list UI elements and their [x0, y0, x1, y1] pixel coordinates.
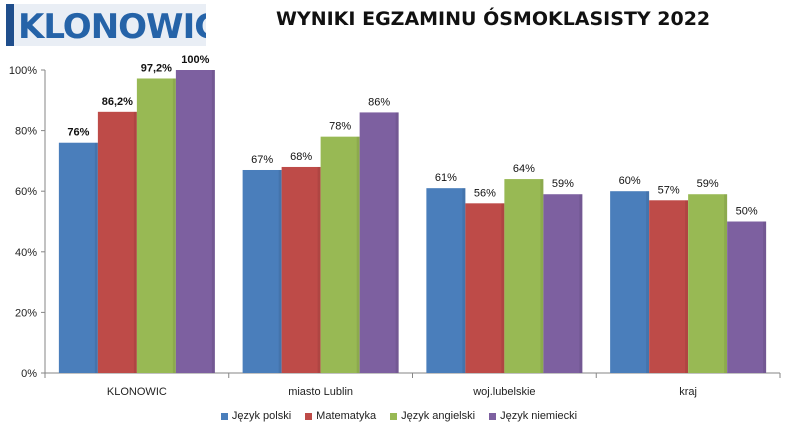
data-label: 59%	[552, 178, 574, 190]
legend-swatch	[305, 412, 313, 420]
x-tick-label: miasto Lublin	[288, 386, 353, 398]
y-tick-label: 60%	[15, 186, 37, 198]
data-label: 68%	[290, 151, 312, 163]
legend-item: Język niemiecki	[489, 410, 577, 422]
legend: Język polski Matematyka Język angielski Jęz…	[0, 410, 798, 422]
bar	[610, 191, 650, 373]
bar	[359, 112, 399, 374]
bar-shade	[501, 203, 505, 373]
bar	[688, 194, 728, 373]
legend-label: Matematyka	[316, 410, 377, 422]
bar	[136, 78, 176, 373]
legend-item: Matematyka	[305, 410, 376, 422]
bars	[58, 70, 767, 374]
bar	[58, 142, 98, 373]
data-label: 56%	[474, 187, 496, 199]
bar-shade	[646, 191, 650, 373]
data-label: 59%	[697, 178, 719, 190]
bar	[426, 188, 466, 373]
data-label: 67%	[251, 154, 273, 166]
data-label: 50%	[736, 206, 758, 218]
bar	[465, 203, 505, 373]
data-label: 97,2%	[141, 62, 172, 74]
bar	[543, 194, 583, 373]
y-tick-label: 100%	[9, 65, 37, 77]
x-tick-label: kraj	[679, 386, 697, 398]
bar	[97, 111, 137, 374]
legend-label: Język angielski	[401, 410, 476, 422]
legend-swatch	[390, 412, 398, 420]
bar-shade	[133, 111, 137, 374]
bar-shade	[763, 221, 767, 373]
data-label: 76%	[67, 127, 89, 139]
bar	[504, 179, 544, 373]
klonowic-logo: KLONOWIC	[6, 4, 206, 46]
data-label: 64%	[513, 163, 535, 175]
data-label: 78%	[329, 121, 351, 133]
legend-label: Język niemiecki	[500, 410, 578, 422]
data-label: 61%	[435, 172, 457, 184]
bar-shade	[579, 194, 583, 373]
chart-title: WYNIKI EGZAMINU ÓSMOKLASISTY 2022	[276, 8, 711, 30]
bar-shade	[317, 166, 321, 373]
bar	[242, 169, 282, 373]
bar-shade	[395, 112, 399, 374]
bar-shade	[278, 169, 282, 373]
bar-shade	[356, 136, 360, 373]
logo-text: KLONOWIC	[18, 7, 206, 46]
bar-shade	[724, 194, 728, 373]
bar	[281, 166, 321, 373]
legend-label: Język polski	[231, 410, 292, 422]
y-tick-label: 80%	[15, 126, 37, 138]
y-tick-label: 20%	[15, 307, 37, 319]
data-label: 60%	[619, 175, 641, 187]
legend-swatch	[220, 412, 228, 420]
legend-swatch	[489, 412, 497, 420]
bar-shade	[540, 179, 544, 373]
bar-shade	[462, 188, 466, 373]
data-label: 100%	[181, 54, 209, 66]
y-tick-label: 0%	[21, 368, 37, 380]
legend-item: Język angielski	[390, 410, 475, 422]
bar-shade	[685, 200, 689, 373]
bar	[727, 221, 767, 373]
bar	[175, 70, 215, 373]
bar-shade	[172, 78, 176, 373]
x-tick-label: KLONOWIC	[107, 386, 167, 398]
data-label: 86%	[368, 96, 390, 108]
legend-item: Język polski	[220, 410, 292, 422]
x-tick-label: woj.lubelskie	[472, 386, 535, 398]
bar-shade	[94, 142, 98, 373]
data-label: 57%	[658, 184, 680, 196]
y-tick-label: 40%	[15, 247, 37, 259]
data-label: 86,2%	[102, 96, 133, 108]
data-labels: 76% 86,2% 97,2% 100% 67% 68% 78% 86% 61% 56% 64% 59…	[67, 54, 757, 218]
bar-shade	[211, 70, 215, 373]
bar	[649, 200, 689, 373]
bar	[320, 136, 360, 373]
